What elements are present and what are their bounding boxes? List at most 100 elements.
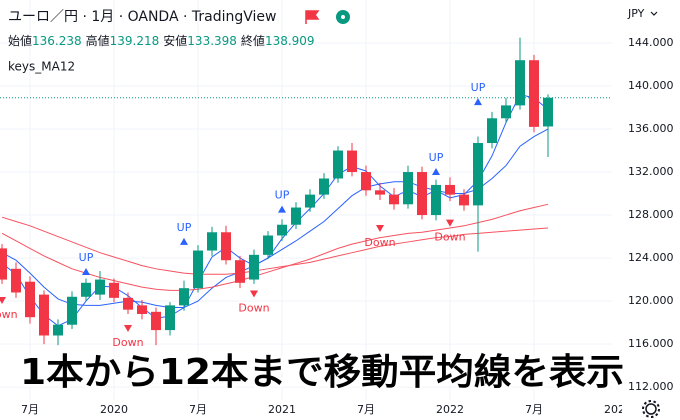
signal-label: Down xyxy=(434,231,465,244)
y-tick-label: 132.000 xyxy=(628,165,674,178)
signal-arrow xyxy=(432,168,440,176)
candle-body xyxy=(403,172,413,205)
signal-arrow xyxy=(82,268,90,276)
x-tick-label: 2022 xyxy=(436,403,464,416)
signal-label: UP xyxy=(177,221,192,234)
candle-body xyxy=(473,143,483,206)
y-tick-label: 120.000 xyxy=(628,294,674,307)
candle-body xyxy=(319,178,329,195)
currency[interactable]: JPY xyxy=(627,7,645,20)
signal-arrow xyxy=(376,224,384,232)
candle-body xyxy=(361,172,371,191)
settings-icon[interactable] xyxy=(642,400,660,418)
signal-label: Down xyxy=(0,308,18,321)
candles xyxy=(0,37,553,346)
y-tick-label: 140.000 xyxy=(628,79,674,92)
signal-arrow xyxy=(124,324,132,332)
signal-arrow xyxy=(474,98,482,106)
candle-body xyxy=(235,260,245,283)
candle-body xyxy=(11,268,21,293)
candle-body xyxy=(417,172,427,216)
x-tick-label: 7月 xyxy=(525,403,543,416)
candle-body xyxy=(95,279,105,295)
candle-body xyxy=(501,105,511,119)
chart-title: ユーロ／円 · 1月 · OANDA · TradingView xyxy=(8,9,276,25)
candle-body xyxy=(0,248,7,280)
indicator-name[interactable]: keys_MA12 xyxy=(8,60,75,74)
x-tick-label: 7月 xyxy=(21,403,39,416)
candle-body xyxy=(179,288,189,306)
ma-line xyxy=(1,203,549,291)
y-tick-label: 112.000 xyxy=(628,380,674,393)
candle-body xyxy=(249,254,259,280)
signals: UP UP UP UP UP Down Down Down Down Down xyxy=(0,81,486,349)
signal-arrow xyxy=(0,297,6,304)
candle-body xyxy=(375,190,385,195)
candle-body xyxy=(305,194,315,208)
signal-label: Down xyxy=(112,336,143,349)
candle-body xyxy=(109,282,119,298)
candle-body xyxy=(487,118,497,144)
signal-label: UP xyxy=(79,251,94,264)
moving-averages xyxy=(0,94,612,327)
candle-body xyxy=(389,194,399,205)
candle-body xyxy=(431,184,441,216)
x-tick-label: 7月 xyxy=(357,403,375,416)
signal-label: UP xyxy=(275,189,290,202)
y-tick-label: 136.000 xyxy=(628,122,674,135)
ohlc-value: 139.218 xyxy=(110,34,160,48)
gear[interactable] xyxy=(645,403,657,415)
candle-body xyxy=(445,184,455,195)
flag-icon[interactable] xyxy=(305,10,320,24)
candle-body xyxy=(165,305,175,331)
x-tick-label: 7月 xyxy=(189,403,207,416)
ohlc-value: 136.238 xyxy=(32,34,82,48)
candle-body xyxy=(263,235,273,255)
gear-teeth xyxy=(642,400,660,418)
candle-body xyxy=(81,282,91,297)
candle-body xyxy=(137,305,147,314)
signal-arrow xyxy=(250,290,258,298)
ma-line xyxy=(1,128,549,309)
candle-body xyxy=(151,311,161,331)
ohlc-label: 終値 xyxy=(241,33,265,48)
y-tick-label: 128.000 xyxy=(628,208,674,221)
signal-arrow xyxy=(446,219,454,227)
ohlc-label: 安値 xyxy=(163,33,187,48)
overlay-caption: 1本から12本まで移動平均線を表示 xyxy=(20,352,624,393)
header: ユーロ／円 · 1月 · OANDA · TradingView 始値136.2… xyxy=(8,7,658,74)
ohlc-legend: 始値136.238 高値139.218 安値133.398 終値138.909 xyxy=(8,33,315,48)
candle-body xyxy=(529,60,539,127)
candle-body xyxy=(333,150,343,179)
signal-label: Down xyxy=(364,236,395,249)
signal-label: UP xyxy=(471,81,486,94)
ohlc-value: 133.398 xyxy=(187,34,237,48)
candle-body xyxy=(67,296,77,325)
candle-body xyxy=(25,281,35,318)
x-axis: 7月 2020 7月 2021 7月 2022 7月 2023 xyxy=(21,403,632,416)
candle-body xyxy=(207,232,217,251)
candle-body xyxy=(291,207,301,225)
ohlc-value: 138.909 xyxy=(265,34,315,48)
signal-label: UP xyxy=(429,151,444,164)
x-tick-label: 2020 xyxy=(100,403,128,416)
candle-body xyxy=(39,294,49,336)
candle-body xyxy=(515,60,525,106)
x-tick-label: 2023 xyxy=(604,403,632,416)
status-dot xyxy=(341,15,345,19)
signal-label: Down xyxy=(238,302,269,315)
ohlc-label: 始値 xyxy=(8,33,32,48)
ma-line xyxy=(1,216,549,275)
y-tick-label: 116.000 xyxy=(628,337,674,350)
x-tick-label: 2021 xyxy=(268,403,296,416)
y-tick-label: 144.000 xyxy=(628,36,674,49)
y-axis: 112.000 116.000 120.000 124.000 128.000 132.0… xyxy=(628,36,674,393)
y-tick-label: 124.000 xyxy=(628,251,674,264)
candle-body xyxy=(193,250,203,289)
candle-body xyxy=(543,97,553,127)
signal-arrow xyxy=(180,237,188,245)
ohlc-label: 高値 xyxy=(86,33,110,48)
candle-body xyxy=(459,194,469,206)
